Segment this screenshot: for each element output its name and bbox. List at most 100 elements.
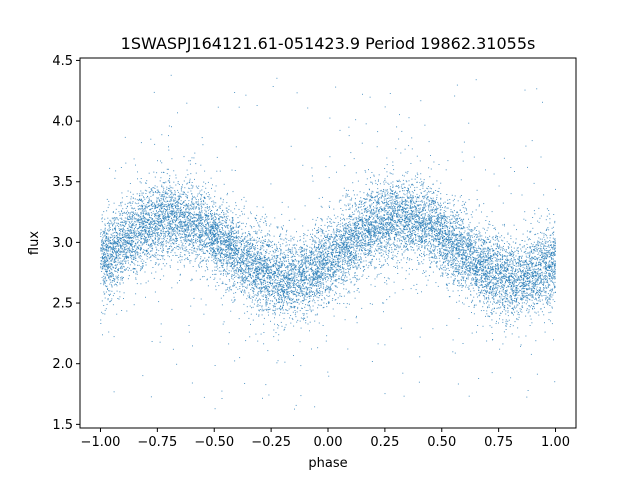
data-point [263, 332, 265, 333]
data-point [293, 282, 295, 284]
data-point [195, 201, 197, 203]
data-point [450, 239, 452, 241]
data-point [289, 250, 291, 252]
data-point [154, 291, 156, 293]
data-point [490, 264, 492, 266]
data-point [419, 200, 421, 202]
data-point [488, 276, 490, 278]
data-point [185, 257, 187, 259]
data-point [122, 277, 124, 279]
data-point [181, 245, 183, 247]
data-point [415, 221, 417, 223]
data-point [332, 264, 334, 266]
data-point [220, 256, 221, 258]
data-point [127, 250, 129, 251]
data-point [461, 238, 463, 240]
data-point [213, 229, 215, 231]
data-point [553, 245, 555, 247]
data-point [420, 241, 422, 243]
data-point [160, 177, 162, 179]
data-point [549, 278, 551, 280]
data-point [234, 237, 235, 239]
data-point [360, 261, 361, 263]
data-point [313, 270, 315, 272]
data-point [421, 220, 423, 222]
data-point [396, 244, 398, 246]
data-point [156, 189, 158, 191]
data-point [247, 284, 249, 286]
data-point [122, 231, 124, 233]
data-point [168, 135, 169, 137]
data-point [426, 225, 428, 227]
data-point [471, 252, 473, 254]
data-point [210, 242, 212, 244]
data-point [497, 259, 499, 261]
data-point [205, 234, 207, 236]
data-point [518, 282, 520, 284]
data-point [259, 298, 260, 300]
data-point [484, 281, 486, 283]
data-point [144, 204, 146, 206]
data-point [376, 201, 378, 203]
data-point [101, 261, 103, 263]
data-point [410, 209, 412, 211]
data-point [469, 263, 470, 265]
data-point [501, 257, 503, 259]
data-point [218, 218, 220, 220]
data-point [114, 279, 116, 281]
data-point [276, 362, 278, 364]
data-point [552, 251, 554, 253]
data-point [453, 210, 455, 212]
data-point [153, 205, 154, 207]
data-point [390, 199, 392, 201]
data-point [168, 215, 170, 217]
data-point [243, 294, 244, 296]
data-point [257, 294, 259, 296]
data-point [356, 259, 358, 261]
data-point [385, 254, 387, 255]
data-point [182, 237, 184, 238]
data-point [128, 250, 130, 252]
data-point [399, 181, 401, 183]
data-point [496, 254, 498, 256]
data-point [279, 258, 281, 260]
data-point [214, 408, 216, 410]
data-point [402, 179, 404, 181]
data-point [341, 256, 343, 258]
data-point [495, 294, 497, 295]
data-point [327, 240, 329, 242]
data-point [139, 195, 141, 196]
data-point [270, 223, 272, 225]
data-point [534, 258, 536, 260]
data-point [364, 249, 366, 251]
data-point [172, 222, 174, 224]
data-point [253, 259, 255, 261]
data-point [132, 251, 133, 253]
data-point [213, 279, 215, 280]
data-point [357, 288, 359, 290]
data-point [375, 231, 377, 233]
data-point [140, 283, 142, 285]
data-point [451, 243, 453, 245]
data-point [242, 286, 244, 288]
data-point [547, 286, 549, 288]
data-point [233, 227, 234, 229]
data-point [513, 278, 515, 280]
data-point [368, 230, 370, 231]
data-point [148, 257, 150, 259]
data-point [275, 282, 277, 284]
data-point [475, 261, 476, 263]
data-point [357, 262, 359, 264]
data-point [529, 306, 531, 308]
data-point [451, 237, 453, 239]
data-point [186, 211, 188, 213]
data-point [414, 211, 416, 213]
data-point [102, 279, 104, 281]
data-point [127, 233, 129, 235]
data-point [277, 269, 278, 270]
data-point [162, 256, 164, 258]
data-point [143, 211, 145, 213]
data-point [463, 235, 465, 237]
data-point [517, 313, 519, 315]
data-point [339, 244, 341, 246]
